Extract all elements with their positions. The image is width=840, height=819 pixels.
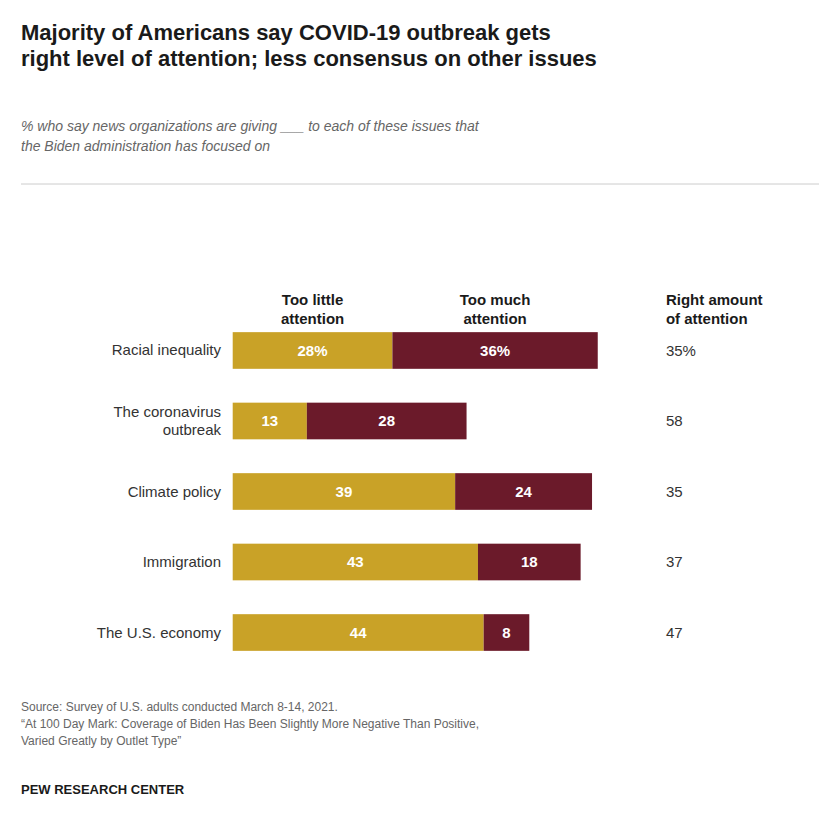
data-label: 58	[666, 412, 683, 429]
data-label: 8	[502, 624, 510, 641]
data-label: 43	[347, 553, 364, 570]
text-line: right level of attention; less consensus…	[21, 46, 597, 71]
legend-entry: Right amount of attention	[666, 291, 763, 327]
text-line: Immigration	[143, 553, 221, 570]
text-line: of attention	[666, 310, 748, 327]
bars	[233, 332, 598, 651]
text-line: attention	[463, 310, 526, 327]
data-label: 24	[515, 483, 532, 500]
data-label: 35	[666, 483, 683, 500]
text-line: “At 100 Day Mark: Coverage of Biden Has …	[21, 717, 479, 731]
data-label: 44	[350, 624, 367, 641]
category-label: Climate policy	[128, 483, 222, 500]
source: Source: Survey of U.S. adults conducted …	[21, 700, 479, 748]
chart: Majority of Americans say COVID-19 outbr…	[0, 0, 840, 819]
data-label: 35%	[666, 342, 696, 359]
bar	[392, 332, 597, 369]
text-line: Too little	[282, 291, 343, 308]
text-line: Right amount	[666, 291, 763, 308]
text-line: % who say news organizations are giving …	[21, 118, 480, 134]
bar	[233, 473, 455, 510]
text-line: the Biden administration has focused on	[21, 138, 270, 154]
bar	[233, 614, 484, 651]
bar	[307, 403, 467, 440]
data-label: 28	[378, 412, 395, 429]
text-line: Racial inequality	[112, 341, 222, 358]
labels: 28% 13 39 43 44 36% 28 24 18 8 35% 58 35 37 47 Racial i…	[97, 341, 696, 640]
subtitle: % who say news organizations are giving …	[21, 118, 480, 154]
text-line: Source: Survey of U.S. adults conducted …	[21, 700, 338, 714]
category-label: The U.S. economy	[97, 624, 222, 641]
data-label: 13	[261, 412, 278, 429]
text-line: Too much	[460, 291, 531, 308]
legend: Too little attention Too much attention Righ…	[281, 291, 763, 327]
category-label: Immigration	[143, 553, 221, 570]
footer: PEW RESEARCH CENTER	[21, 782, 185, 797]
text-line: The coronavirus	[113, 403, 221, 420]
text-line: Majority of Americans say COVID-19 outbr…	[21, 20, 551, 45]
data-label: 37	[666, 553, 683, 570]
data-label: 18	[521, 553, 538, 570]
bar	[478, 544, 581, 581]
data-label: 28%	[298, 342, 328, 359]
text-line: Varied Greatly by Outlet Type”	[21, 734, 181, 748]
bar	[233, 332, 393, 369]
text-line: outbreak	[163, 421, 222, 438]
category-label: The coronavirusoutbreak	[113, 403, 221, 438]
separator	[21, 184, 819, 185]
legend-entry: Too little attention	[281, 291, 344, 327]
bar	[233, 544, 478, 581]
bar	[233, 403, 307, 440]
category-label: Racial inequality	[112, 341, 222, 358]
bar	[455, 473, 592, 510]
text-line: attention	[281, 310, 344, 327]
text-line: Climate policy	[128, 483, 222, 500]
title: Majority of Americans say COVID-19 outbr…	[21, 20, 597, 71]
data-label: 36%	[480, 342, 510, 359]
legend-entry: Too much attention	[460, 291, 531, 327]
bar	[484, 614, 530, 651]
text-line: The U.S. economy	[97, 624, 222, 641]
data-label: 39	[336, 483, 353, 500]
data-label: 47	[666, 624, 683, 641]
